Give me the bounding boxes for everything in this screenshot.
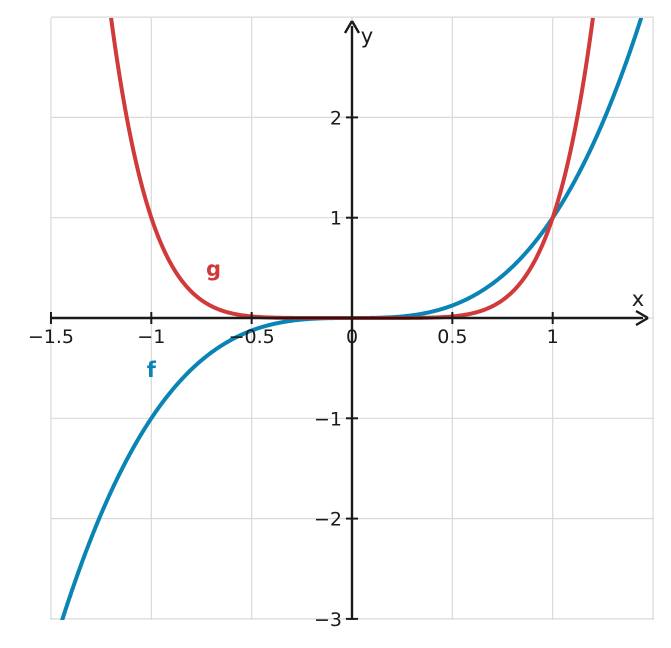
x-axis-label: x [632, 287, 644, 311]
labels: −1.5 −1 −0.5 0 0.5 1 −3 −2 −1 1 2 x y g f [28, 24, 644, 631]
x-tick-label: −0.5 [229, 326, 275, 348]
y-axis-arrow [343, 20, 361, 34]
y-tick-label: 1 [330, 208, 342, 230]
y-axis-label: y [361, 24, 373, 48]
y-tick-label: −2 [314, 509, 342, 531]
x-tick-label: 1 [547, 326, 559, 348]
y-tick-label: −1 [314, 408, 342, 430]
axes [49, 20, 649, 620]
y-tick-label: −3 [314, 609, 342, 631]
x-tick-label: 0 [346, 326, 358, 348]
series-g-label: g [206, 257, 221, 281]
series-f-label: f [147, 358, 157, 382]
y-tick-label: 2 [330, 107, 342, 129]
x-axis-arrow [635, 309, 649, 327]
x-tick-label: −1 [137, 326, 165, 348]
x-tick-label: −1.5 [28, 326, 74, 348]
x-tick-label: 0.5 [437, 326, 467, 348]
